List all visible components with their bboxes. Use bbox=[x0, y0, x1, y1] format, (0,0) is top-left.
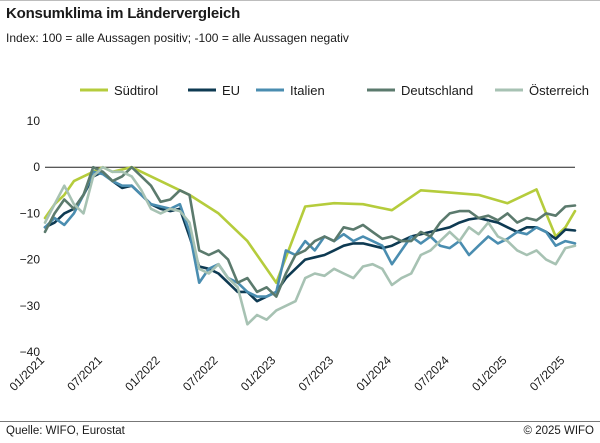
legend-label: Österreich bbox=[529, 83, 589, 98]
x-tick-label: 07/2025 bbox=[527, 353, 568, 394]
chart-title: Konsumklima im Ländervergleich bbox=[6, 5, 241, 22]
line-chart: Südtirol EU Italien Deutschland Österreich 1… bbox=[7, 83, 589, 394]
x-tick-label: 01/2022 bbox=[122, 353, 163, 394]
copyright-note: © 2025 WIFO bbox=[523, 425, 594, 437]
x-tick-label: 01/2024 bbox=[353, 353, 394, 394]
y-axis: 10 0 −10 −20 −30 −40 bbox=[20, 114, 575, 359]
y-tick-label: −20 bbox=[20, 253, 41, 267]
chart-subtitle: Index: 100 = alle Aussagen positiv; -100… bbox=[6, 31, 349, 45]
series-line-eu bbox=[43, 170, 577, 303]
x-tick-label: 01/2021 bbox=[7, 353, 48, 394]
y-tick-label: −10 bbox=[20, 206, 41, 220]
x-tick-label: 07/2023 bbox=[296, 353, 337, 394]
top-border bbox=[0, 0, 600, 1]
x-tick-label: 07/2024 bbox=[411, 353, 452, 394]
series-line--sterreich bbox=[43, 165, 577, 326]
legend-label: Deutschland bbox=[401, 83, 473, 98]
x-axis: 01/2021 07/2021 01/2022 07/2022 01/2023 07/20… bbox=[7, 353, 568, 394]
y-tick-label: −30 bbox=[20, 299, 41, 313]
y-tick-label: −40 bbox=[20, 345, 41, 359]
y-tick-label: 10 bbox=[27, 114, 41, 128]
series-line-deutschland bbox=[43, 165, 577, 298]
y-tick-label: 0 bbox=[33, 160, 40, 174]
source-note: Quelle: WIFO, Eurostat bbox=[6, 425, 125, 437]
legend-label: EU bbox=[222, 83, 240, 98]
legend: Südtirol EU Italien Deutschland Österreich bbox=[80, 83, 589, 98]
legend-label: Südtirol bbox=[114, 83, 158, 98]
series-group bbox=[43, 165, 577, 326]
x-tick-label: 07/2021 bbox=[64, 353, 105, 394]
x-tick-label: 01/2023 bbox=[238, 353, 279, 394]
x-tick-label: 01/2025 bbox=[469, 353, 510, 394]
legend-label: Italien bbox=[290, 83, 325, 98]
footer-rule bbox=[0, 421, 600, 422]
x-tick-label: 07/2022 bbox=[180, 353, 221, 394]
